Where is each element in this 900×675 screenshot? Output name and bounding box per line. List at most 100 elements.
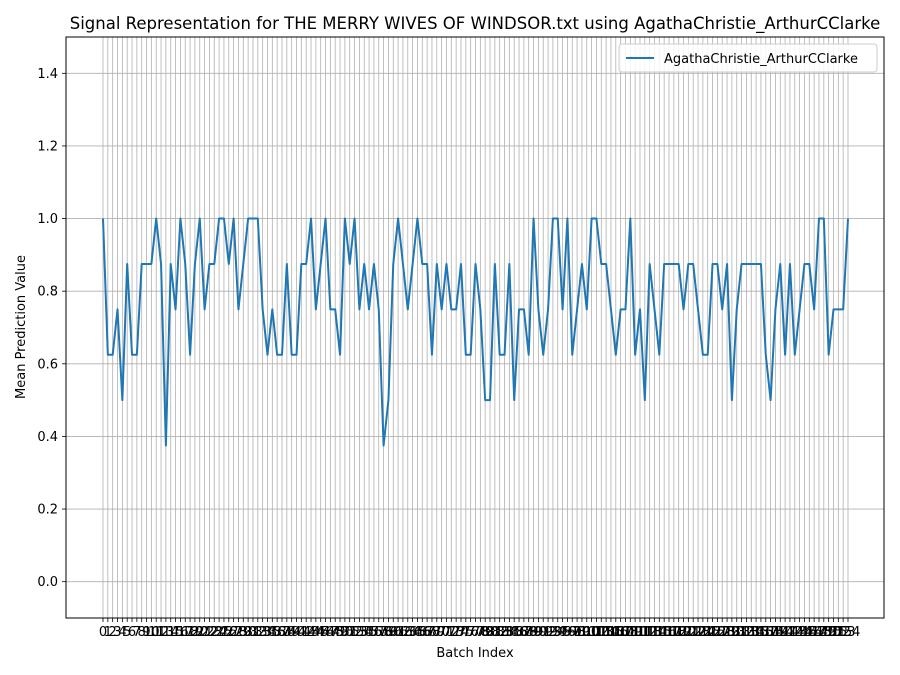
- x-tick-label: 43: [303, 625, 320, 640]
- x-tick-label: 92: [540, 625, 557, 640]
- x-tick-label: 6: [128, 625, 136, 640]
- legend-box: [618, 43, 878, 73]
- x-tick-label: 73: [448, 625, 465, 640]
- x-tick-label: 131: [724, 625, 749, 640]
- x-tick-label: 12: [153, 625, 170, 640]
- x-tick-label: 67: [419, 625, 436, 640]
- x-tick-label: 89: [525, 625, 542, 640]
- x-tick-label: 21: [196, 625, 213, 640]
- x-tick-label: 13: [158, 625, 175, 640]
- x-tick-label: 71: [438, 625, 455, 640]
- y-tick-label: 0.4: [37, 430, 58, 445]
- x-tick-label: 137: [753, 625, 778, 640]
- x-tick-label: 112: [632, 625, 657, 640]
- x-tick-label: 2: [109, 625, 117, 640]
- x-tick-label: 59: [380, 625, 397, 640]
- y-tick-label: 0.2: [37, 503, 58, 518]
- x-tick-label: 120: [671, 625, 696, 640]
- y-tick-label: 0.0: [37, 575, 58, 590]
- x-tick-label: 94: [549, 625, 566, 640]
- x-tick-label: 146: [797, 625, 822, 640]
- legend: AgathaChristie_ArthurCClarke: [618, 43, 878, 73]
- x-tick-label: 143: [782, 625, 807, 640]
- x-tick-label: 96: [559, 625, 576, 640]
- x-tick-label: 29: [235, 625, 252, 640]
- x-tick-label: 56: [366, 625, 383, 640]
- x-tick-label: 122: [681, 625, 706, 640]
- x-tick-label: 39: [283, 625, 300, 640]
- x-tick-label: 46: [317, 625, 334, 640]
- x-tick-label: 111: [628, 625, 653, 640]
- x-tick-label: 69: [429, 625, 446, 640]
- x-tick-label: 125: [695, 625, 720, 640]
- x-tick-label: 52: [346, 625, 363, 640]
- x-tick-label: 147: [802, 625, 827, 640]
- x-tick-label: 35: [264, 625, 281, 640]
- x-tick-label: 85: [506, 625, 523, 640]
- x-tick-label: 68: [424, 625, 441, 640]
- x-tick-label: 70: [433, 625, 450, 640]
- x-tick-label: 88: [520, 625, 537, 640]
- x-tick-label: 115: [647, 625, 672, 640]
- x-tick-label: 1: [104, 625, 112, 640]
- x-tick-label: 99: [574, 625, 591, 640]
- x-tick-label: 75: [458, 625, 475, 640]
- x-tick-label: 109: [618, 625, 643, 640]
- x-tick-label: 105: [599, 625, 624, 640]
- x-tick-label: 33: [254, 625, 271, 640]
- x-tick-label: 118: [661, 625, 686, 640]
- x-tick-label: 78: [472, 625, 489, 640]
- x-axis-ticks: 0123456789101112131415161718192021222324…: [99, 618, 860, 640]
- x-tick-label: 79: [477, 625, 494, 640]
- chart-title: Signal Representation for THE MERRY WIVE…: [70, 14, 881, 34]
- x-tick-label: 47: [322, 625, 339, 640]
- x-tick-label: 153: [831, 625, 856, 640]
- x-tick-label: 17: [177, 625, 194, 640]
- x-tick-label: 60: [385, 625, 402, 640]
- x-tick-label: 25: [216, 625, 233, 640]
- x-tick-label: 129: [715, 625, 740, 640]
- y-tick-label: 1.0: [37, 212, 58, 227]
- x-tick-label: 104: [594, 625, 619, 640]
- x-tick-label: 136: [749, 625, 774, 640]
- x-tick-label: 152: [826, 625, 851, 640]
- x-tick-label: 14: [162, 625, 179, 640]
- x-tick-label: 93: [545, 625, 562, 640]
- x-tick-label: 95: [554, 625, 571, 640]
- x-tick-label: 100: [574, 625, 599, 640]
- x-tick-label: 121: [676, 625, 701, 640]
- x-tick-label: 117: [657, 625, 682, 640]
- x-tick-label: 116: [652, 625, 677, 640]
- x-gridlines: [102, 37, 849, 618]
- x-tick-label: 3: [113, 625, 121, 640]
- x-tick-label: 8: [138, 625, 146, 640]
- x-tick-label: 44: [308, 625, 325, 640]
- x-tick-label: 101: [579, 625, 604, 640]
- x-tick-label: 30: [240, 625, 257, 640]
- x-tick-label: 102: [584, 625, 609, 640]
- x-tick-label: 19: [187, 625, 204, 640]
- x-tick-label: 49: [332, 625, 349, 640]
- x-tick-label: 126: [700, 625, 725, 640]
- x-tick-label: 114: [642, 625, 667, 640]
- x-tick-label: 106: [603, 625, 628, 640]
- x-tick-label: 64: [404, 625, 421, 640]
- x-tick-label: 11: [148, 625, 165, 640]
- x-tick-label: 108: [613, 625, 638, 640]
- x-axis-label: Batch Index: [436, 646, 514, 661]
- x-tick-label: 130: [719, 625, 744, 640]
- x-tick-label: 142: [778, 625, 803, 640]
- y-tick-label: 1.4: [37, 67, 58, 82]
- y-tick-label: 0.8: [37, 285, 58, 300]
- x-tick-label: 27: [225, 625, 242, 640]
- x-tick-label: 80: [482, 625, 499, 640]
- x-tick-label: 134: [739, 625, 764, 640]
- x-tick-label: 140: [768, 625, 793, 640]
- y-tick-label: 1.2: [37, 139, 58, 154]
- x-tick-label: 107: [608, 625, 633, 640]
- x-tick-label: 28: [230, 625, 247, 640]
- x-tick-label: 145: [792, 625, 817, 640]
- x-tick-label: 58: [375, 625, 392, 640]
- x-tick-label: 20: [191, 625, 208, 640]
